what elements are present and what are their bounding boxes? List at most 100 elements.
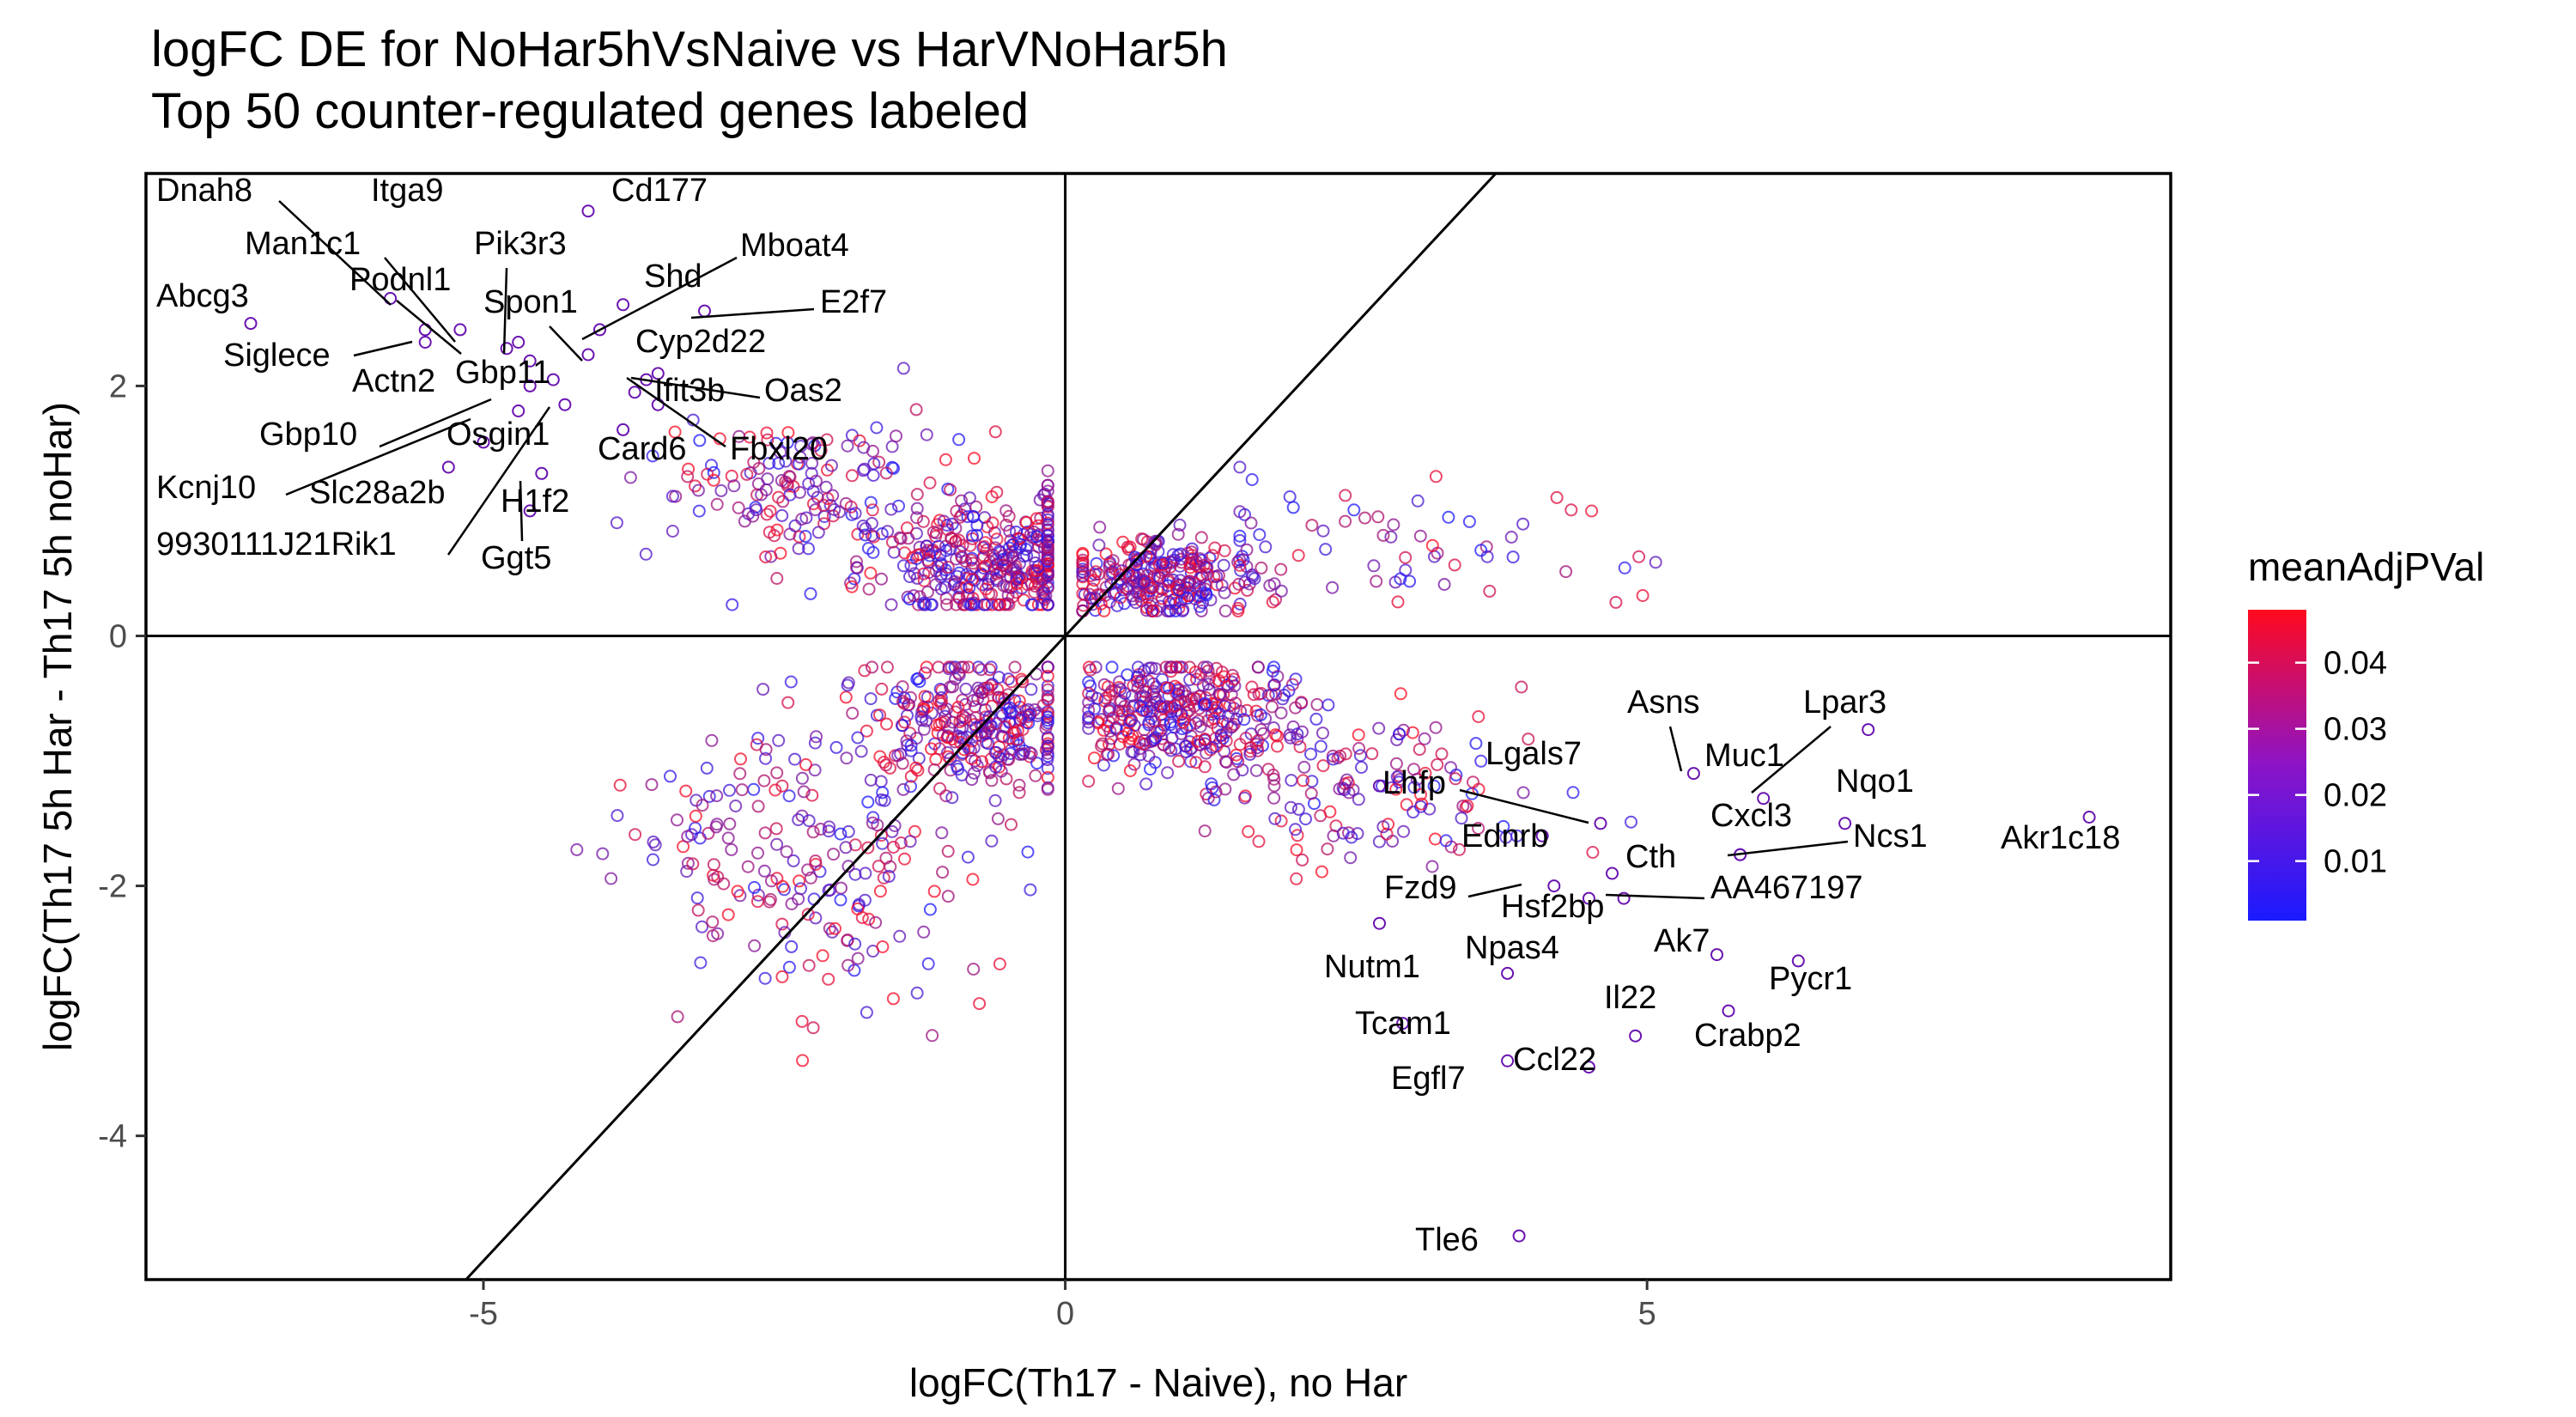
scatter-point <box>934 582 948 596</box>
scatter-point <box>787 854 800 867</box>
scatter-point <box>629 828 642 842</box>
scatter-point <box>802 477 816 490</box>
gene-point-h1f2 <box>535 466 549 480</box>
scatter-point <box>823 820 836 834</box>
scatter-point <box>1319 543 1333 556</box>
leader-line-dnah8 <box>278 200 392 306</box>
scatter-point <box>884 502 898 516</box>
scatter-point <box>1497 819 1510 833</box>
gene-label-e2f7: E2f7 <box>820 284 887 320</box>
scatter-point <box>921 957 935 970</box>
scatter-point <box>1585 504 1599 518</box>
scatter-point <box>1255 561 1268 575</box>
scatter-point <box>1021 702 1035 716</box>
gene-label-il22: Il22 <box>1604 980 1656 1016</box>
gene-point-cd177 <box>581 204 595 218</box>
gene-label-akr1c18: Akr1c18 <box>2001 820 2120 856</box>
scatter-point <box>880 717 893 731</box>
scatter-point <box>1198 824 1212 838</box>
scatter-point <box>901 708 914 722</box>
scatter-point <box>999 504 1013 518</box>
scatter-point <box>841 676 855 690</box>
scatter-point <box>1024 883 1037 897</box>
scatter-point <box>1239 732 1253 745</box>
scatter-point <box>1002 732 1016 745</box>
scatter-point <box>978 702 992 716</box>
scatter-point <box>864 773 878 787</box>
scatter-point <box>1121 543 1135 556</box>
identity-line <box>465 173 1498 1280</box>
scatter-point <box>866 503 879 517</box>
gene-point-osgin1 <box>512 404 526 417</box>
scatter-point <box>1093 520 1107 534</box>
scatter-point <box>1252 687 1266 701</box>
scatter-point <box>707 473 720 487</box>
scatter-point <box>1024 683 1038 696</box>
scatter-point <box>1123 715 1137 727</box>
scatter-point <box>623 471 637 484</box>
scatter-point <box>647 835 660 848</box>
scatter-point <box>1082 775 1096 788</box>
gene-point-fbxl20 <box>628 386 641 399</box>
scatter-point <box>1012 786 1026 800</box>
scatter-point <box>1419 766 1432 780</box>
scatter-point <box>721 831 735 845</box>
gene-label-podnl1: Podnl1 <box>349 262 451 298</box>
scatter-point <box>1172 754 1186 768</box>
scatter-point <box>989 760 1003 774</box>
scatter-point <box>999 518 1013 532</box>
scatter-point <box>808 736 822 750</box>
scatter-point <box>1230 748 1243 762</box>
leader-line-e2f7 <box>690 307 815 319</box>
scatter-point <box>1114 683 1127 696</box>
scatter-point <box>742 507 756 520</box>
scatter-point <box>970 528 983 542</box>
scatter-point <box>1176 604 1189 617</box>
scatter-point <box>1005 818 1018 831</box>
gene-label-shd: Shd <box>644 258 702 295</box>
scatter-point <box>1632 550 1646 563</box>
scatter-point <box>848 937 862 951</box>
scatter-point <box>734 752 747 766</box>
scatter-point <box>1019 516 1033 529</box>
plot-panel-border <box>144 172 2172 1281</box>
scatter-point <box>709 820 723 834</box>
scatter-point <box>671 1010 684 1024</box>
gene-point-lgals7 <box>1594 817 1607 830</box>
leader-line-9930111j21rik1 <box>447 406 551 556</box>
scatter-point <box>940 598 954 611</box>
scatter-point <box>1352 793 1365 806</box>
scatter-point <box>862 582 876 596</box>
scatter-point <box>1429 721 1443 734</box>
scatter-point <box>1240 703 1254 717</box>
scatter-point <box>1228 581 1242 595</box>
scatter-point <box>759 743 773 757</box>
scatter-point <box>1435 747 1449 761</box>
gene-point-shd <box>617 298 630 312</box>
scatter-point <box>710 497 724 511</box>
scatter-point <box>875 682 889 696</box>
scatter-point <box>828 502 841 516</box>
gene-label-itga9: Itga9 <box>371 173 444 209</box>
gene-label-lpar3: Lpar3 <box>1803 684 1886 721</box>
chart-subtitle: Top 50 counter-regulated genes labeled <box>151 83 1030 139</box>
scatter-point <box>1173 583 1187 597</box>
scatter-point <box>984 678 998 692</box>
scatter-point <box>988 794 1002 807</box>
scatter-point <box>951 701 965 714</box>
scatter-point <box>1265 700 1279 714</box>
scatter-point <box>748 939 762 952</box>
gene-point-ednrb <box>1535 829 1549 842</box>
scatter-point <box>1012 532 1026 545</box>
leader-line-spon1 <box>549 325 583 362</box>
scatter-point <box>764 874 778 888</box>
scatter-point <box>1227 717 1241 731</box>
scatter-point <box>1212 674 1226 687</box>
scatter-point <box>706 929 720 943</box>
scatter-point <box>944 752 957 766</box>
scatter-point <box>929 752 943 766</box>
scatter-point <box>1291 727 1304 741</box>
scatter-point <box>885 440 899 453</box>
scatter-point <box>933 781 946 795</box>
leader-line-pik3r3 <box>502 267 508 355</box>
